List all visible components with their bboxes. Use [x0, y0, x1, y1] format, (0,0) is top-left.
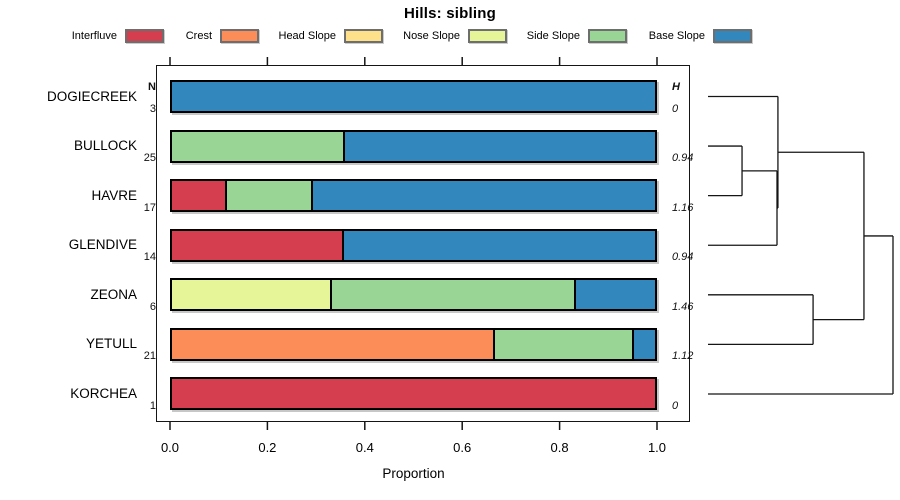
category-label: KORCHEA — [70, 385, 137, 401]
stacked-bar-yetull — [170, 327, 657, 361]
legend-label: Head Slope — [278, 30, 337, 42]
legend-label: Nose Slope — [403, 30, 460, 42]
bar-segment-base-slope — [575, 278, 657, 312]
x-axis-tick-label: 0.4 — [355, 440, 374, 455]
stacked-bar-havre — [170, 179, 657, 213]
category-label: ZEONA — [90, 286, 137, 302]
bar-segment-side-slope — [332, 278, 576, 312]
legend-swatch-base-slope — [713, 29, 752, 43]
n-value: 1 — [149, 399, 156, 412]
bar-segment-nose-slope — [170, 278, 333, 312]
bar-segment-interfluve — [170, 228, 344, 262]
h-value: 0 — [672, 399, 679, 412]
bar-segment-side-slope — [494, 327, 634, 361]
x-axis-title: Proportion — [382, 466, 445, 481]
legend-label: Side Slope — [526, 30, 580, 42]
legend-swatch-side-slope — [588, 29, 627, 43]
h-value: 0.94 — [672, 251, 694, 264]
n-value: 21 — [143, 350, 156, 363]
legend-swatch-head-slope — [344, 29, 383, 43]
category-label: YETULL — [85, 336, 137, 352]
legend-swatch-crest — [220, 29, 259, 43]
legend-label: Interfluve — [71, 30, 117, 42]
legend-label: Base Slope — [648, 30, 705, 42]
stacked-bar-korchea — [170, 377, 657, 411]
x-axis-tick-label: 0.6 — [453, 440, 472, 455]
category-label: BULLOCK — [73, 138, 137, 154]
bar-segment-interfluve — [170, 377, 657, 411]
bar-segment-side-slope — [170, 129, 346, 163]
bar-segment-interfluve — [170, 179, 228, 213]
legend-swatch-nose-slope — [468, 29, 507, 43]
n-value: 3 — [149, 102, 156, 115]
bar-segment-base-slope — [633, 327, 657, 361]
n-value: 17 — [143, 201, 156, 214]
stacked-bar-bullock — [170, 129, 657, 163]
x-axis-tick-label: 1.0 — [647, 440, 667, 455]
h-value: 1.46 — [672, 300, 694, 313]
x-axis-tick-label: 0.8 — [550, 440, 569, 455]
legend-label: Crest — [185, 30, 212, 42]
n-value: 6 — [149, 300, 156, 313]
x-axis-tick-label: 0.2 — [258, 440, 277, 455]
plot-area-border — [156, 65, 690, 422]
h-value: 0.94 — [672, 152, 694, 165]
stacked-bar-dogiecreek — [170, 80, 657, 113]
n-value: 14 — [143, 251, 156, 264]
category-label: GLENDIVE — [68, 237, 137, 253]
bar-segment-base-slope — [313, 179, 657, 213]
bar-segment-base-slope — [343, 228, 657, 262]
legend-swatch-interfluve — [125, 29, 164, 43]
x-axis-tick-label: 0.0 — [160, 440, 180, 455]
bar-segment-base-slope — [170, 80, 657, 113]
n-column-header: N — [148, 81, 156, 93]
h-value: 1.12 — [672, 350, 694, 363]
bar-segment-base-slope — [345, 129, 657, 163]
h-value: 0 — [672, 102, 679, 115]
h-column-header: H — [672, 81, 680, 93]
n-value: 25 — [143, 152, 156, 165]
bar-segment-side-slope — [227, 179, 314, 213]
stacked-bar-zeona — [170, 278, 657, 312]
stacked-bar-glendive — [170, 228, 657, 262]
h-value: 1.16 — [672, 201, 694, 214]
category-label: HAVRE — [91, 187, 137, 203]
category-label: DOGIECREEK — [46, 88, 137, 104]
chart-title: Hills: sibling — [404, 5, 496, 22]
bar-segment-crest — [170, 327, 495, 361]
